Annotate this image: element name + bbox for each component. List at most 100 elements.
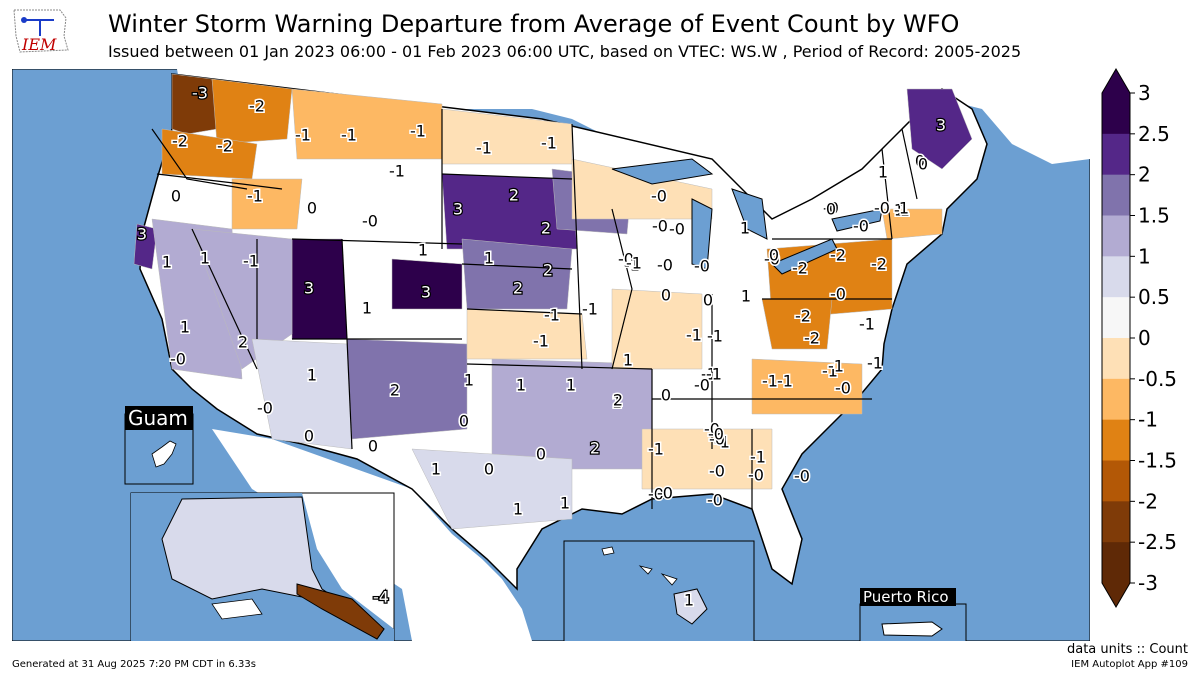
wfo-value-label: -1 (410, 122, 426, 141)
wfo-value-label: 1 (560, 494, 570, 513)
wfo-value-label: -1 (295, 126, 311, 145)
region-new-mexico (346, 338, 468, 440)
wfo-departure-map: Guam Puerto Rico -3-2-2 -2-1 -1 -1-1 -1-10 -1… (12, 69, 1090, 641)
wfo-value-label: -1 (389, 162, 405, 181)
wfo-value-label: 2 (513, 279, 523, 298)
wfo-value-label: -0 (170, 350, 186, 369)
wfo-value-label: -4 (373, 588, 389, 607)
wfo-value-label: -0 (257, 399, 273, 418)
wfo-value-label: -0 (709, 430, 725, 449)
alaska-inset (130, 492, 395, 641)
puerto-rico-label: Puerto Rico (863, 588, 949, 606)
wfo-value-label: -1 (686, 326, 702, 345)
wfo-value-label: -1 (701, 365, 717, 384)
map-subtitle: Issued between 01 Jan 2023 06:00 - 01 Fe… (108, 42, 1022, 61)
wfo-value-label: -1 (894, 201, 910, 220)
colorbar-bin (1102, 215, 1130, 257)
wfo-value-label: 0 (769, 246, 779, 265)
wfo-value-label: -0 (648, 485, 664, 504)
wfo-value-label: 1 (612, 393, 622, 412)
colorbar-tick-label: 0.5 (1138, 285, 1170, 309)
lake-huron (731, 188, 768, 240)
wfo-value-label: -0 (823, 199, 839, 218)
colorbar-bin (1102, 133, 1130, 176)
guam-label: Guam (128, 406, 188, 430)
wfo-value-label: -2 (871, 255, 887, 274)
wfo-value-label: -0 (618, 250, 634, 269)
wfo-value-label: 2 (509, 186, 519, 205)
puerto-rico-inset: Puerto Rico (859, 588, 967, 641)
colorbar-bin (1102, 419, 1130, 461)
colorbar-tick-label: -1 (1138, 408, 1158, 432)
generated-timestamp: Generated at 31 Aug 2025 7:20 PM CDT in … (12, 659, 256, 670)
wfo-value-label: -2 (795, 307, 811, 326)
wfo-value-label: 0 (304, 427, 314, 446)
wfo-value-label: -0 (874, 199, 890, 218)
wfo-value-label: 2 (541, 219, 551, 238)
wfo-value-label: -0 (362, 212, 378, 231)
colorbar-bin (1102, 501, 1130, 543)
wfo-value-label: 1 (307, 366, 317, 385)
wfo-value-label: 1 (431, 460, 441, 479)
wfo-value-label: -1 (476, 139, 492, 158)
wfo-value-label: 0 (661, 386, 671, 405)
wfo-value-label: -0 (657, 484, 673, 503)
wfo-value-label: -2 (217, 137, 233, 156)
region-southeast (641, 428, 773, 490)
wfo-value-label: 1 (899, 199, 909, 218)
colorbar-ticks: 3 2.5 2 1.5 1 0.5 0 -0.5 -1 -1.5 -2 -2.5 -3 (1130, 81, 1177, 595)
wfo-value-label: 3 (137, 225, 147, 244)
wfo-value-label: 0 (368, 437, 378, 456)
wfo-value-label: -1 (714, 433, 730, 452)
colorbar-tick-label: 3 (1138, 81, 1151, 105)
wfo-value-label: -1 (582, 300, 598, 319)
colorbar-bin (1102, 297, 1130, 339)
colorbar-tick-label: 0 (1138, 326, 1151, 350)
wfo-value-label: 1 (894, 201, 904, 220)
wfo-value-label: -2 (804, 329, 820, 348)
wfo-value-label: -1 (707, 327, 723, 346)
colorbar: 3 2.5 2 1.5 1 0.5 0 -0.5 -1 -1.5 -2 -2.5 -3 (1101, 68, 1177, 608)
colorbar-bin (1102, 338, 1130, 380)
wfo-value-label: 1 (566, 376, 576, 395)
wfo-value-label: -1 (624, 256, 640, 275)
wfo-value-label: -0 (657, 256, 673, 275)
wfo-value-label: -1 (626, 254, 642, 273)
wfo-value-label: 1 (740, 219, 750, 238)
wfo-value-label: -2 (249, 97, 265, 116)
wfo-value-label: -1 (762, 372, 778, 391)
wfo-value-label: 1 (484, 249, 494, 268)
wfo-value-label: 3 (936, 116, 946, 135)
great-lakes (611, 158, 883, 275)
wfo-value-label: 0 (915, 152, 925, 171)
wfo-value-label: 0 (459, 412, 469, 431)
wfo-value-label: -3 (192, 84, 208, 103)
region-idaho (231, 178, 303, 230)
region-colorado (391, 258, 463, 310)
region-kansas (466, 308, 588, 360)
wfo-value-label: 0 (826, 200, 836, 219)
data-units-label: data units :: Count (1066, 642, 1188, 657)
wfo-value-label: 2 (238, 333, 248, 352)
wfo-value-label: -0 (830, 285, 846, 304)
wfo-value-label: -1 (859, 315, 875, 334)
wfo-value-label: -1 (828, 357, 844, 376)
wfo-value-label: 1 (180, 318, 190, 337)
wfo-value-label: 1 (418, 241, 428, 260)
wfo-value-label: 1 (878, 163, 888, 182)
wfo-value-label: 0 (703, 291, 713, 310)
wfo-value-label: -1 (750, 448, 766, 467)
wfo-value-label: 1 (362, 299, 372, 318)
wfo-value-label: 1 (516, 376, 526, 395)
colorbar-bin (1102, 460, 1130, 502)
wfo-value-label: -0 (694, 376, 710, 395)
colorbar-extend-min (1102, 583, 1130, 607)
wfo-value-label: -0 (748, 466, 764, 485)
wfo-value-label: 1 (162, 253, 172, 272)
region-texas (411, 448, 573, 530)
region-pnw-dark (171, 73, 218, 135)
wfo-value-label: -0 (657, 256, 673, 275)
colorbar-tick-label: -3 (1138, 571, 1158, 595)
colorbar-tick-label: -0.5 (1138, 367, 1177, 391)
colorbar-bin (1102, 378, 1130, 421)
